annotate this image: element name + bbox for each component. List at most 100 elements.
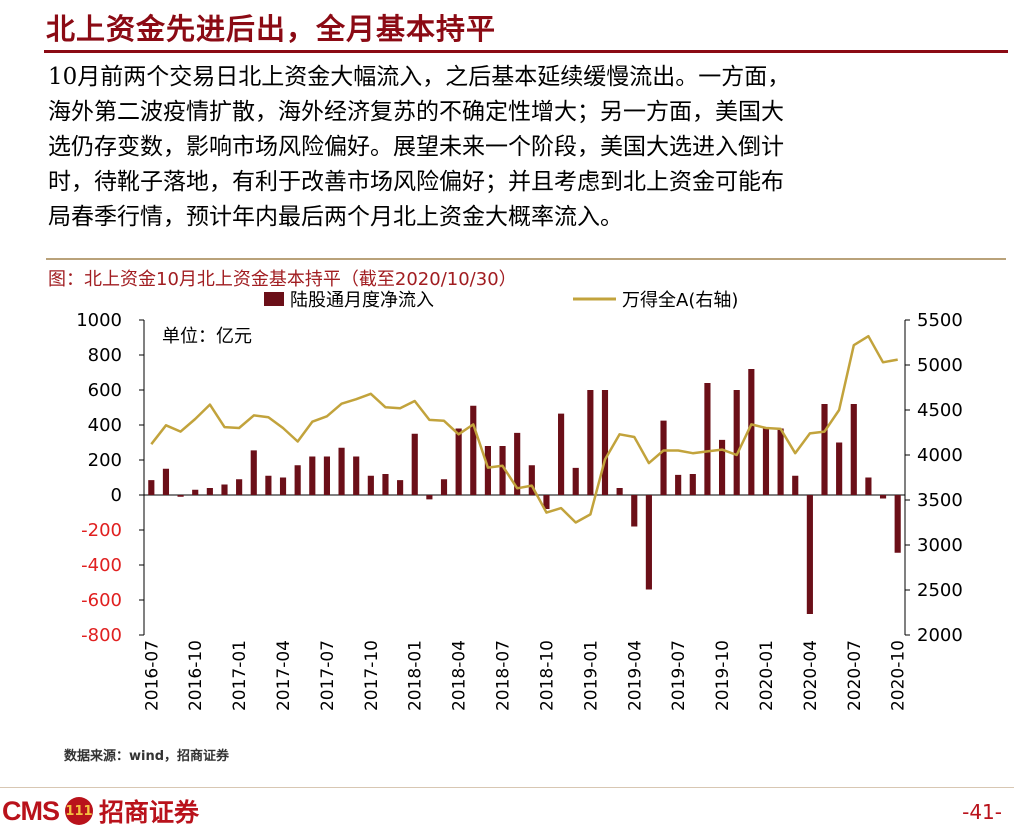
legend-bar-swatch (264, 292, 284, 306)
x-tick-label: 2019-07 (669, 640, 689, 711)
left-tick-label: 1000 (76, 310, 122, 331)
data-source: 数据来源：wind，招商证券 (64, 749, 230, 764)
summary-line: 局春季行情，预计年内最后两个月北上资金大概率流入。 (48, 204, 623, 230)
northbound-flow-chart: -800 -600 -400 -200 0 200 400 600 800 1000 2000 250… (76, 290, 963, 711)
flow-bar (704, 383, 711, 495)
flow-bar (177, 495, 184, 497)
left-tick-label: 400 (88, 415, 122, 436)
flow-bar (353, 456, 360, 495)
left-tick-label: 800 (88, 345, 122, 366)
right-tick-label: 2500 (917, 580, 963, 601)
page-number: -41- (962, 800, 1002, 824)
logo-cms-text: CMS (2, 795, 60, 826)
right-tick-label: 2000 (917, 625, 963, 646)
x-tick-label: 2018-01 (406, 640, 426, 711)
flow-bar (762, 428, 770, 495)
right-tick-label: 3500 (917, 490, 963, 511)
wind-a-index-line (150, 334, 898, 524)
x-tick-label: 2018-04 (450, 640, 470, 711)
x-tick-label: 2020-10 (889, 640, 909, 711)
flow-bar (572, 467, 579, 495)
flow-bar (397, 480, 404, 495)
flow-bar (616, 488, 623, 495)
flow-bar (411, 433, 418, 495)
summary-paragraph: 10月前两个交易日北上资金大幅流入，之后基本延续缓慢流出。一方面， 海外第二波疫… (48, 60, 1000, 235)
flow-bar (484, 446, 491, 495)
flow-bar (894, 495, 901, 553)
flow-bar (777, 428, 784, 495)
flow-bar (558, 413, 565, 495)
flow-bar (499, 446, 506, 495)
flow-bar (382, 474, 389, 495)
right-tick-label: 5000 (917, 355, 963, 376)
flow-bar (338, 447, 345, 495)
right-tick-label: 4000 (917, 445, 963, 466)
flow-bar (733, 390, 740, 495)
flow-bar (440, 479, 448, 495)
summary-line: 选仍存变数，影响市场风险偏好。展望未来一个阶段，美国大选进入倒计 (48, 134, 784, 160)
flow-bar (850, 404, 857, 495)
x-tick-label: 2017-10 (362, 640, 382, 711)
logo-company-name: 招商证券 (99, 798, 200, 827)
flow-bar (675, 474, 682, 495)
summary-line: 10月前两个交易日北上资金大幅流入，之后基本延续缓慢流出。一方面， (48, 64, 791, 90)
right-tick-label: 4500 (917, 400, 963, 421)
x-tick-label: 2019-10 (713, 640, 733, 711)
left-tick-label: -800 (81, 625, 122, 646)
flow-bar (806, 495, 813, 614)
x-tick-label: 2016-10 (186, 640, 206, 711)
flow-bar (279, 477, 287, 495)
x-tick-label: 2019-01 (581, 640, 601, 711)
flow-bar (221, 484, 228, 495)
chart-caption: 图：北上资金10月北上资金基本持平（截至2020/10/30） (48, 269, 517, 290)
summary-line: 海外第二波疫情扩散，海外经济复苏的不确定性增大；另一方面，美国大 (48, 99, 784, 125)
caption-divider (46, 258, 1006, 260)
flow-bar (250, 450, 257, 495)
flow-bar (426, 495, 433, 500)
x-tick-label: 2017-04 (274, 640, 294, 711)
flow-bar (470, 405, 477, 495)
right-tick-label: 5500 (917, 310, 963, 331)
flow-bar (865, 477, 872, 495)
left-tick-label: 600 (88, 380, 122, 401)
flow-bar (206, 488, 213, 495)
x-tick-label: 2017-01 (230, 640, 250, 711)
flow-bar (162, 468, 170, 495)
flow-bar (148, 480, 155, 495)
left-tick-label: 200 (88, 450, 122, 471)
flow-bar (543, 495, 550, 509)
flow-bar (528, 465, 535, 495)
flow-bar (792, 475, 799, 495)
flow-bar (645, 495, 652, 590)
unit-label: 单位：亿元 (162, 326, 252, 347)
footer-divider (0, 787, 1014, 788)
flow-bar (821, 404, 828, 495)
page-title: 北上资金先进后出，全月基本持平 (46, 12, 497, 46)
left-tick-label: 0 (111, 485, 122, 506)
legend-line-label: 万得全A(右轴) (622, 290, 738, 311)
flow-bar (660, 420, 667, 495)
left-tick-label: -200 (81, 520, 122, 541)
flow-bar (631, 495, 638, 527)
flow-bar (294, 465, 301, 495)
legend-bar-label: 陆股通月度净流入 (290, 290, 434, 311)
flow-bar (689, 474, 696, 495)
company-logo: CMS 111 招商证券 (2, 795, 200, 828)
flow-bar (748, 369, 755, 495)
flow-bar (192, 489, 199, 495)
logo-mark-icon: 111 (65, 797, 93, 825)
flow-bar (236, 479, 243, 495)
flow-bar (367, 475, 374, 495)
flow-bar (323, 456, 331, 495)
flow-bar (309, 456, 316, 495)
left-tick-label: -600 (81, 590, 122, 611)
title-divider (44, 50, 1008, 53)
x-tick-label: 2020-01 (757, 640, 777, 711)
x-tick-label: 2020-07 (845, 640, 865, 711)
flow-bar (718, 439, 726, 495)
x-tick-label: 2019-04 (625, 640, 645, 711)
flow-bar (601, 390, 609, 495)
flow-bar (836, 442, 843, 495)
left-tick-label: -400 (81, 555, 122, 576)
summary-line: 时，待靴子落地，有利于改善市场风险偏好；并且考虑到北上资金可能布 (48, 169, 784, 195)
